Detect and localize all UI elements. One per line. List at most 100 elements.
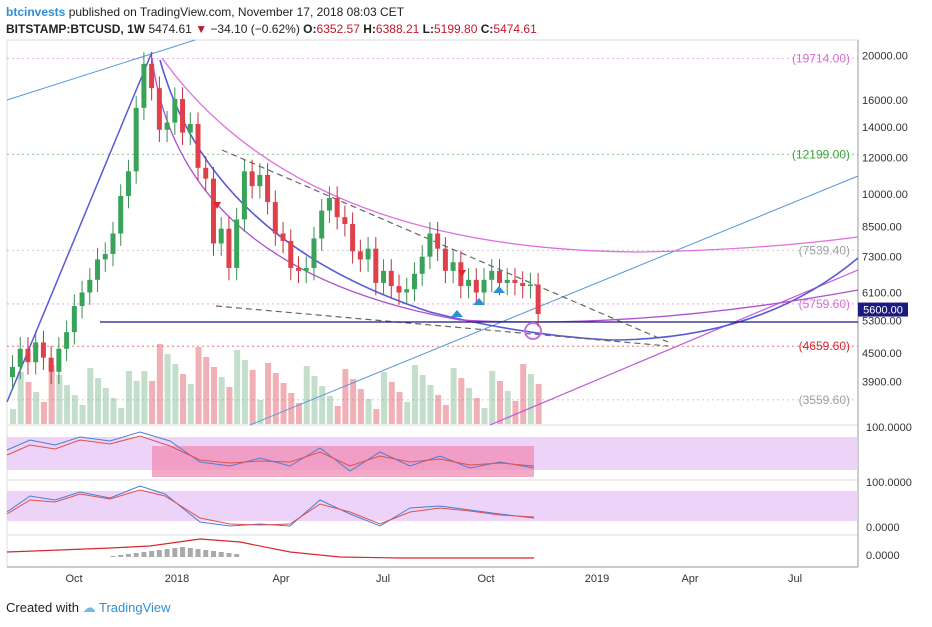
candle-body	[466, 279, 472, 287]
volume-bars	[10, 344, 542, 424]
macd-bar	[172, 548, 178, 557]
candle-body	[125, 171, 131, 196]
candle-body	[241, 171, 247, 220]
macd-bar	[195, 549, 201, 557]
volume-bar	[125, 371, 132, 424]
volume-bar	[527, 374, 534, 424]
volume-bar	[404, 402, 411, 424]
candle-body	[79, 292, 85, 307]
tradingview-link[interactable]: TradingView	[99, 600, 171, 615]
volume-bar	[33, 392, 40, 424]
volume-bar	[311, 376, 318, 424]
channel-line-lower[interactable]	[249, 175, 859, 426]
signal-markers	[213, 202, 505, 317]
candle-body	[33, 342, 39, 363]
price-change: −34.10 (−0.62%)	[210, 22, 300, 36]
volume-bar	[180, 374, 187, 424]
price-level-label: (5759.60)	[799, 297, 850, 311]
support-line-pink[interactable]	[489, 269, 859, 426]
volume-bar	[381, 372, 388, 424]
candle-body	[473, 279, 479, 293]
x-tick-label: Oct	[65, 573, 82, 585]
candle-body	[180, 98, 186, 133]
candle-body	[48, 357, 54, 372]
candle-body	[133, 107, 139, 172]
volume-bar	[64, 385, 71, 424]
candle-body	[265, 174, 271, 203]
volume-bar	[95, 378, 102, 424]
down-arrow-icon: ▼	[195, 22, 208, 36]
volume-bar	[481, 408, 488, 424]
y-tick-label: 10000.00	[862, 189, 908, 201]
volume-bar	[326, 396, 333, 424]
candle-body	[504, 279, 510, 283]
volume-bar	[226, 387, 233, 424]
candle-body	[17, 348, 23, 367]
symbol-line: BITSTAMP:BTCUSD, 1W 5474.61 ▼ −34.10 (−0…	[6, 22, 537, 36]
candle-body	[156, 88, 162, 130]
author-name[interactable]: btcinvests	[6, 5, 66, 19]
candle-body	[164, 122, 170, 130]
volume-bar	[365, 399, 372, 424]
volume-bar	[149, 381, 156, 424]
volume-bar	[373, 409, 380, 424]
candle-body	[311, 238, 317, 268]
macd-bar	[218, 552, 224, 557]
volume-bar	[164, 354, 171, 424]
macd-bar	[110, 556, 116, 557]
candle-body	[296, 267, 302, 271]
candle-body	[141, 63, 147, 108]
price-panel	[6, 39, 859, 426]
candle-body	[419, 256, 425, 274]
arc-purple[interactable]	[151, 57, 859, 323]
y-tick-label: 14000.00	[862, 122, 908, 134]
volume-bar	[442, 405, 449, 424]
price-level-label: (4659.60)	[799, 339, 850, 353]
volume-bar	[257, 400, 264, 424]
arc-blue[interactable]	[159, 59, 859, 341]
macd-bar	[164, 549, 170, 557]
candle-body	[303, 267, 309, 271]
low-label: L:	[422, 22, 434, 36]
candle-body	[365, 248, 371, 260]
candle-body	[396, 286, 402, 293]
x-tick-label: Jul	[376, 573, 390, 585]
y-tick-label: 5300.00	[862, 316, 902, 328]
volume-bar	[512, 401, 519, 424]
candle-body	[357, 251, 363, 260]
price-level-label: (7539.40)	[799, 243, 850, 257]
macd-bar	[187, 548, 193, 557]
candle-body	[56, 348, 62, 372]
macd-histogram	[110, 547, 240, 557]
channel-line-upper[interactable]	[6, 39, 196, 101]
buy-arrow-icon	[451, 310, 463, 317]
dashed-support[interactable]	[215, 305, 669, 347]
x-axis-ticks: Oct 2018 Apr Jul Oct 2019 Apr Jul	[65, 573, 802, 585]
candle-body	[373, 248, 379, 283]
buy-arrow-icon	[473, 298, 485, 305]
volume-bar	[118, 408, 125, 424]
footer: Created with ☁ TradingView	[6, 600, 171, 616]
x-tick-label: Apr	[272, 573, 289, 585]
candle-body	[110, 233, 116, 254]
candle-body	[210, 178, 216, 244]
y-tick-label: 4500.00	[862, 348, 902, 360]
arc-pink[interactable]	[161, 57, 859, 253]
macd-bar	[133, 553, 139, 557]
candle-body	[411, 273, 417, 290]
candle-body	[195, 124, 201, 168]
x-tick-label: Oct	[477, 573, 494, 585]
oscillator-1-highlight-box	[152, 446, 534, 477]
open-label: O:	[303, 22, 317, 36]
published-text: published on TradingView.com, November 1…	[68, 5, 405, 19]
volume-bar	[218, 377, 225, 424]
macd-bar	[141, 552, 147, 557]
volume-bar	[388, 382, 395, 424]
volume-bar	[303, 366, 310, 424]
candle-body	[489, 270, 495, 280]
candle-body	[535, 284, 541, 315]
trendline-rise[interactable]	[6, 51, 153, 403]
volume-bar	[319, 386, 326, 424]
y-tick-label: 16000.00	[862, 95, 908, 107]
